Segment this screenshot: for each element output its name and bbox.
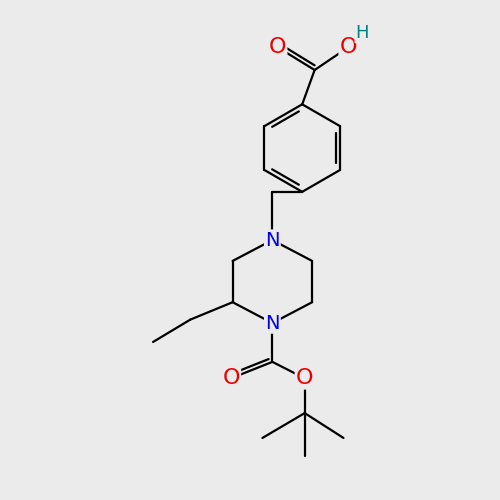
- Text: N: N: [265, 230, 280, 250]
- Text: O: O: [268, 37, 286, 57]
- Text: O: O: [222, 368, 240, 388]
- Text: H: H: [356, 24, 369, 42]
- Text: N: N: [265, 314, 280, 332]
- Text: O: O: [340, 37, 357, 57]
- Text: O: O: [296, 368, 314, 388]
